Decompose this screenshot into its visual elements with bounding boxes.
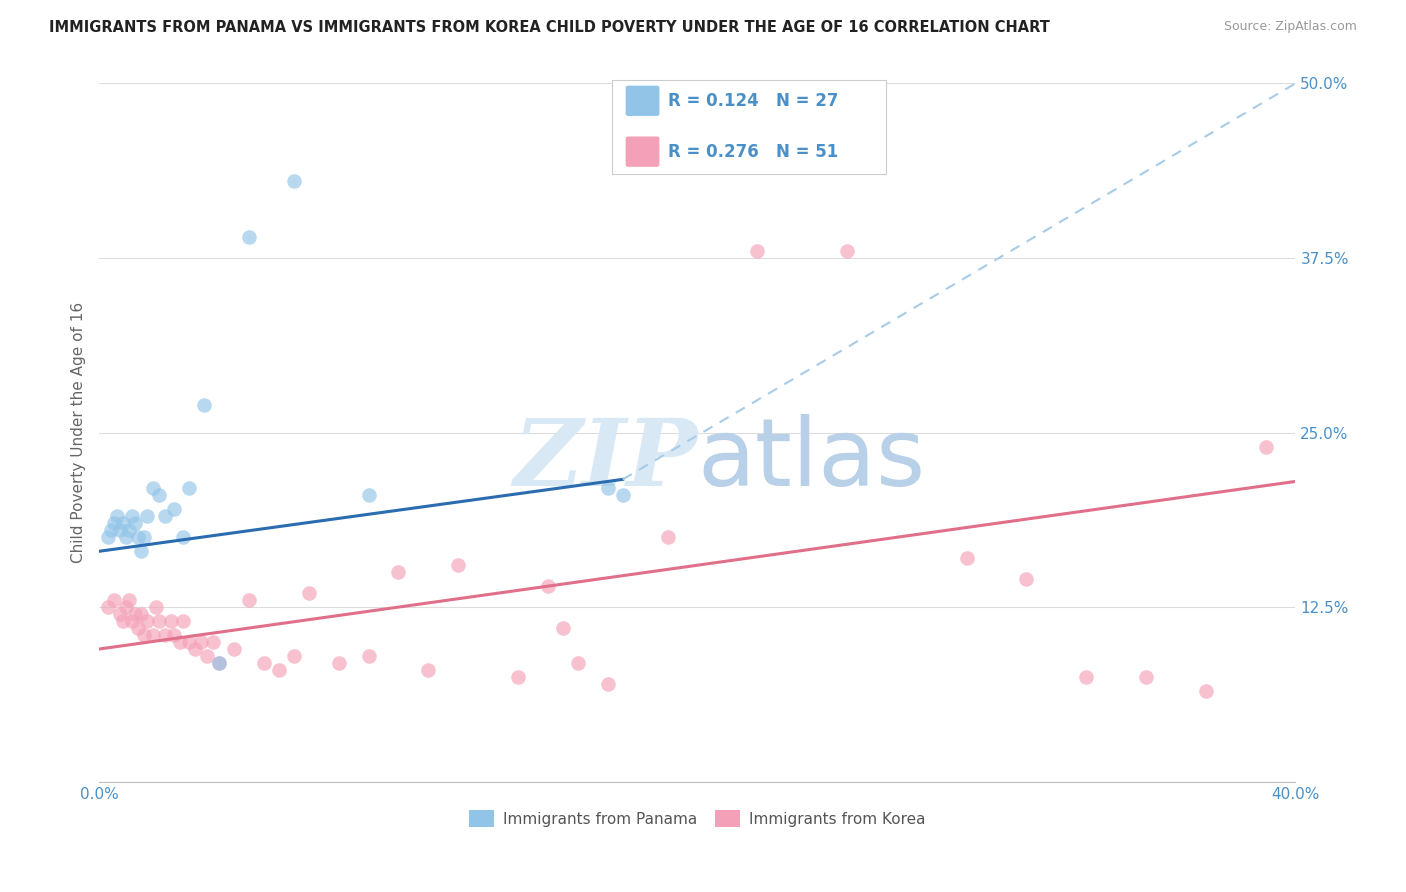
Point: [115, 600, 138, 615]
Point: [596, 482, 619, 496]
Text: ZIP: ZIP: [513, 416, 697, 506]
Point: [148, 614, 170, 628]
Point: [357, 648, 380, 663]
Point: [238, 230, 260, 244]
Point: [124, 607, 146, 621]
Point: [447, 558, 470, 573]
Point: [179, 635, 201, 649]
Legend: Immigrants from Panama, Immigrants from Korea: Immigrants from Panama, Immigrants from …: [463, 804, 932, 833]
Point: [208, 656, 231, 670]
Point: [103, 516, 125, 531]
Point: [110, 524, 132, 538]
Point: [747, 244, 769, 258]
Text: IMMIGRANTS FROM PANAMA VS IMMIGRANTS FROM KOREA CHILD POVERTY UNDER THE AGE OF 1: IMMIGRANTS FROM PANAMA VS IMMIGRANTS FRO…: [49, 20, 1050, 35]
Point: [184, 642, 207, 657]
Point: [1195, 684, 1218, 698]
Point: [283, 648, 305, 663]
Point: [298, 586, 321, 600]
Point: [142, 628, 165, 642]
Point: [110, 607, 132, 621]
Text: R = 0.276   N = 51: R = 0.276 N = 51: [668, 143, 838, 161]
Point: [145, 600, 167, 615]
Point: [115, 530, 138, 544]
Point: [596, 677, 619, 691]
Point: [238, 593, 260, 607]
Point: [112, 614, 135, 628]
Point: [112, 516, 135, 531]
Point: [283, 174, 305, 188]
Point: [567, 656, 589, 670]
Point: [136, 614, 159, 628]
Point: [202, 635, 225, 649]
Point: [136, 509, 159, 524]
Point: [127, 530, 149, 544]
Point: [129, 607, 152, 621]
Point: [172, 530, 194, 544]
Point: [169, 635, 191, 649]
Point: [124, 516, 146, 531]
Point: [506, 670, 529, 684]
Point: [835, 244, 858, 258]
Point: [657, 530, 679, 544]
Point: [222, 642, 245, 657]
Point: [1015, 572, 1038, 586]
Point: [155, 628, 177, 642]
Point: [1254, 440, 1277, 454]
Point: [121, 509, 143, 524]
Point: [118, 524, 141, 538]
Point: [148, 488, 170, 502]
Point: [155, 509, 177, 524]
Point: [537, 579, 560, 593]
Point: [357, 488, 380, 502]
Point: [127, 621, 149, 635]
Point: [328, 656, 350, 670]
Text: R = 0.124   N = 27: R = 0.124 N = 27: [668, 92, 838, 110]
Point: [172, 614, 194, 628]
Point: [103, 593, 125, 607]
Point: [551, 621, 574, 635]
Point: [134, 530, 156, 544]
Point: [163, 502, 186, 516]
Point: [208, 656, 231, 670]
Point: [190, 635, 212, 649]
Point: [160, 614, 183, 628]
Y-axis label: Child Poverty Under the Age of 16: Child Poverty Under the Age of 16: [72, 302, 86, 563]
Point: [418, 663, 440, 677]
Point: [129, 544, 152, 558]
Point: [612, 488, 634, 502]
Point: [105, 509, 128, 524]
Point: [118, 593, 141, 607]
Text: Source: ZipAtlas.com: Source: ZipAtlas.com: [1223, 20, 1357, 33]
Point: [121, 614, 143, 628]
Point: [179, 482, 201, 496]
Point: [253, 656, 276, 670]
Point: [97, 600, 120, 615]
Point: [387, 565, 409, 579]
Point: [1135, 670, 1157, 684]
Point: [193, 398, 215, 412]
Point: [142, 482, 165, 496]
Point: [134, 628, 156, 642]
Text: atlas: atlas: [697, 415, 925, 507]
Point: [267, 663, 290, 677]
Point: [100, 524, 122, 538]
Point: [97, 530, 120, 544]
Point: [955, 551, 977, 566]
Point: [163, 628, 186, 642]
Point: [1076, 670, 1098, 684]
Point: [195, 648, 218, 663]
